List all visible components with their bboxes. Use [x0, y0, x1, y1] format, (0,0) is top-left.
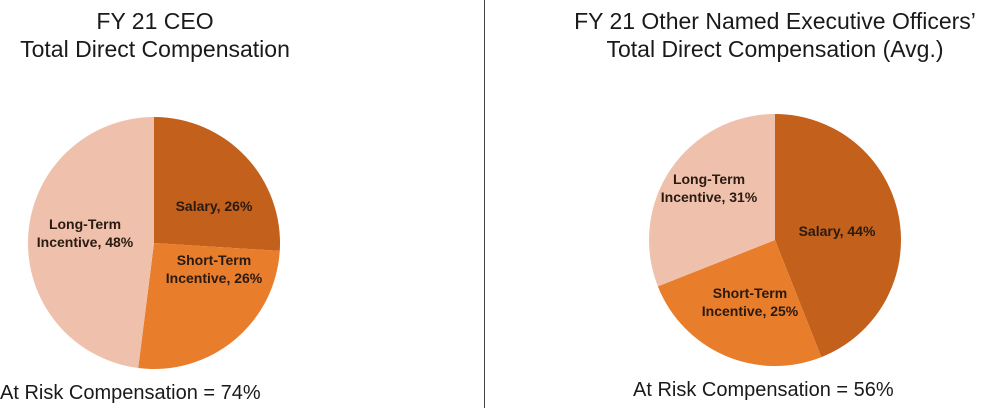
- ceo-slice-label-long-term: Long-Term Incentive, 48%: [37, 216, 134, 250]
- neo-slice-label-salary: Salary, 44%: [799, 223, 876, 239]
- neo-chart-title-line-2: Total Direct Compensation (Avg.): [606, 36, 944, 62]
- ceo-chart-title-line-1: FY 21 CEO: [96, 8, 214, 34]
- neo-chart-title-line-1: FY 21 Other Named Executive Officers’: [574, 8, 976, 34]
- ceo-slice-salary: [154, 117, 280, 251]
- ceo-compensation-panel: FY 21 CEO Total Direct Compensation Sala…: [0, 0, 484, 408]
- neo-at-risk-compensation: At Risk Compensation = 56%: [633, 379, 894, 401]
- ceo-chart-title: FY 21 CEO Total Direct Compensation: [0, 7, 310, 63]
- neo-slice-label-long-term: Long-Term Incentive, 31%: [661, 171, 758, 205]
- ceo-at-risk-compensation: At Risk Compensation = 74%: [0, 382, 261, 404]
- ceo-chart-title-line-2: Total Direct Compensation: [20, 36, 290, 62]
- ceo-slice-label-salary: Salary, 26%: [176, 198, 253, 214]
- neo-slice-long-term: [649, 114, 775, 287]
- neo-slice-salary: [775, 114, 901, 358]
- ceo-slice-label-short-term: Short-Term Incentive, 26%: [166, 252, 263, 286]
- neo-slice-short-term: [657, 240, 822, 366]
- ceo-pie-chart: Salary, 26% Short-Term Incentive, 26% Long-…: [27, 116, 280, 370]
- panel-divider: [484, 0, 485, 408]
- ceo-slice-short-term: [138, 243, 280, 370]
- neo-compensation-panel: FY 21 Other Named Executive Officers’ To…: [485, 0, 1006, 408]
- ceo-slice-long-term: [27, 116, 154, 369]
- neo-slice-label-short-term: Short-Term Incentive, 25%: [702, 285, 799, 319]
- neo-pie-chart: Salary, 44% Short-Term Incentive, 25% Long-…: [649, 114, 901, 366]
- neo-chart-title: FY 21 Other Named Executive Officers’ To…: [535, 7, 1006, 63]
